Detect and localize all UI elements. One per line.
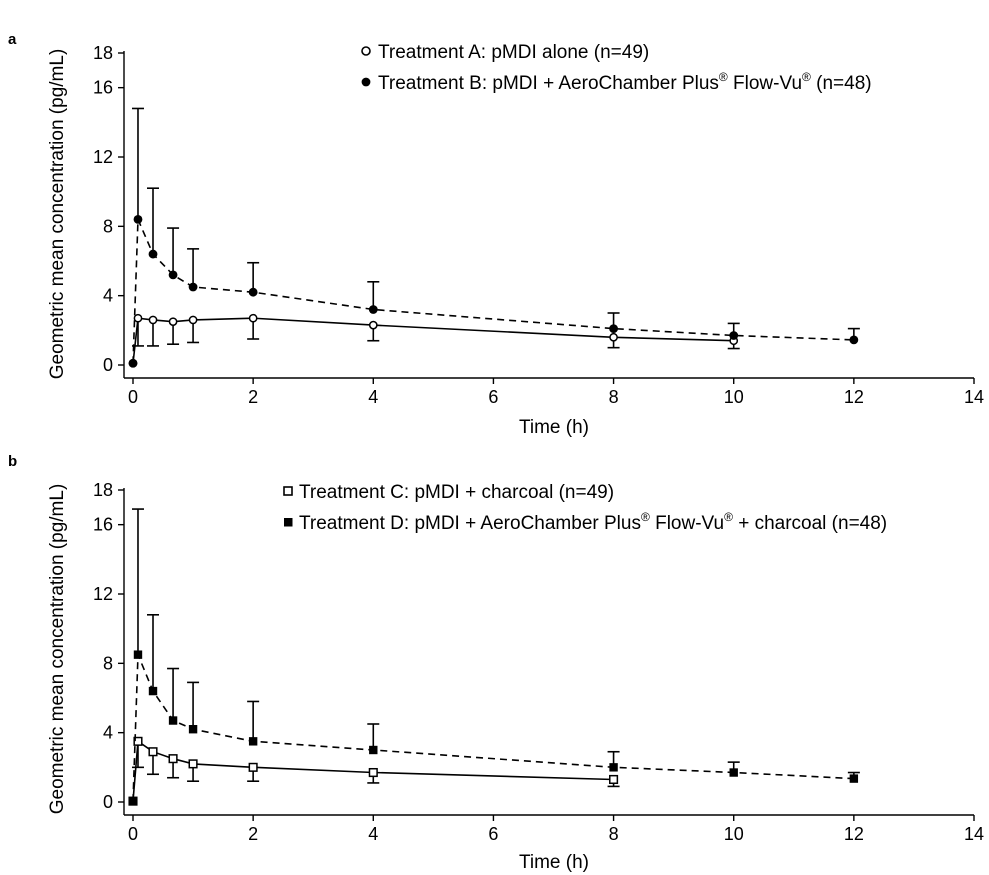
data-point [133, 313, 143, 323]
data-point [128, 796, 138, 806]
data-point [148, 686, 158, 696]
y-tick-label: 4 [103, 723, 113, 743]
legend-label-treatment-a: Treatment A: pMDI alone (n=49) [378, 42, 649, 63]
legend-marker-open-square [283, 486, 293, 496]
data-point [188, 315, 198, 325]
series-line-dashed [132, 654, 854, 802]
legend-label-treatment-b: Treatment B: pMDI + AeroChamber Plus® Fl… [378, 70, 872, 94]
legend-d-tail: + charcoal (n=48) [733, 513, 887, 534]
data-point [148, 315, 158, 325]
x-tick-label: 6 [488, 824, 498, 844]
panel-a-letter: a [8, 31, 17, 48]
legend-d-mid: Flow-Vu [650, 513, 724, 534]
data-point [369, 745, 378, 755]
data-point [133, 215, 143, 224]
data-point [188, 725, 198, 734]
y-tick-label: 18 [93, 43, 113, 63]
data-point [609, 774, 619, 785]
y-tick-label: 8 [103, 216, 113, 236]
data-point [609, 763, 618, 772]
data-point [188, 282, 198, 292]
x-tick-label: 4 [368, 824, 378, 844]
y-tick-label: 16 [93, 515, 113, 535]
data-point [168, 317, 178, 327]
y-tick-label: 12 [93, 584, 113, 604]
series-filled-circle [128, 107, 860, 368]
data-point [248, 287, 258, 297]
x-tick-label: 0 [128, 387, 138, 407]
panel-b-legend: Treatment C: pMDI + charcoal (n=49) Trea… [283, 482, 887, 534]
panel-b-ylabel: Geometric mean concentration (pg/mL) [47, 484, 68, 815]
x-tick-label: 10 [724, 824, 744, 844]
series-line-solid [132, 317, 734, 364]
panel-a-ylabel: Geometric mean concentration (pg/mL) [47, 49, 68, 380]
x-tick-label: 6 [488, 387, 498, 407]
panel-a-legend: Treatment A: pMDI alone (n=49) Treatment… [361, 42, 872, 94]
legend-label-treatment-c: Treatment C: pMDI + charcoal (n=49) [299, 482, 614, 503]
y-tick-label: 4 [103, 286, 113, 306]
x-tick-label: 14 [964, 387, 984, 407]
panel-a-xlabel: Time (h) [519, 417, 589, 438]
data-point [368, 320, 378, 330]
data-point [133, 650, 143, 659]
x-tick-label: 8 [609, 387, 619, 407]
data-point [248, 762, 258, 772]
y-tick-label: 8 [103, 653, 113, 673]
x-tick-label: 12 [844, 387, 864, 407]
panel-b-xlabel: Time (h) [519, 852, 589, 873]
x-tick-label: 2 [248, 824, 258, 844]
y-tick-label: 0 [103, 792, 113, 812]
data-point [248, 737, 258, 746]
x-tick-label: 12 [844, 824, 864, 844]
series-filled-square [128, 508, 860, 806]
x-tick-label: 4 [368, 387, 378, 407]
data-point [609, 332, 618, 342]
series-line-dashed [132, 219, 854, 364]
x-tick-label: 14 [964, 824, 984, 844]
x-tick-label: 2 [248, 387, 258, 407]
legend-marker-filled-square [284, 518, 293, 527]
data-point [368, 305, 378, 314]
data-point [168, 270, 178, 280]
data-point [609, 324, 618, 333]
y-tick-label: 18 [93, 480, 113, 500]
x-tick-label: 10 [724, 387, 744, 407]
legend-b-main: Treatment B: pMDI + AeroChamber Plus [378, 73, 719, 94]
legend-marker-filled-circle [361, 77, 371, 87]
legend-d-reg1: ® [641, 510, 650, 524]
x-tick-label: 8 [609, 824, 619, 844]
data-point [849, 774, 859, 783]
panel-b: b Geometric mean concentration (pg/mL) T… [8, 453, 984, 873]
legend-b-reg2: ® [802, 70, 811, 84]
series-open-circle [128, 313, 740, 368]
legend-label-treatment-d: Treatment D: pMDI + AeroChamber Plus® Fl… [299, 510, 887, 534]
series-open-square [128, 736, 620, 806]
legend-b-reg1: ® [719, 70, 728, 84]
data-point [849, 335, 859, 345]
y-tick-label: 16 [93, 78, 113, 98]
legend-b-tail: (n=48) [811, 73, 872, 94]
y-tick-label: 0 [103, 355, 113, 375]
data-point [729, 768, 738, 777]
data-point [729, 331, 739, 340]
data-point [168, 716, 178, 725]
data-point [168, 754, 178, 764]
data-point [133, 736, 143, 746]
data-point [148, 747, 158, 757]
legend-d-reg2: ® [724, 510, 733, 524]
data-point [368, 767, 378, 778]
legend-d-main: Treatment D: pMDI + AeroChamber Plus [299, 513, 641, 534]
legend-b-mid: Flow-Vu [728, 73, 802, 94]
y-tick-label: 12 [93, 147, 113, 167]
data-point [188, 759, 198, 769]
data-point [248, 313, 258, 323]
panel-a: a Geometric mean concentration (pg/mL) T… [8, 31, 984, 438]
data-point [128, 358, 138, 368]
x-tick-label: 0 [128, 824, 138, 844]
legend-marker-open-circle [361, 46, 371, 56]
panel-b-letter: b [8, 453, 17, 470]
data-point [148, 249, 158, 259]
